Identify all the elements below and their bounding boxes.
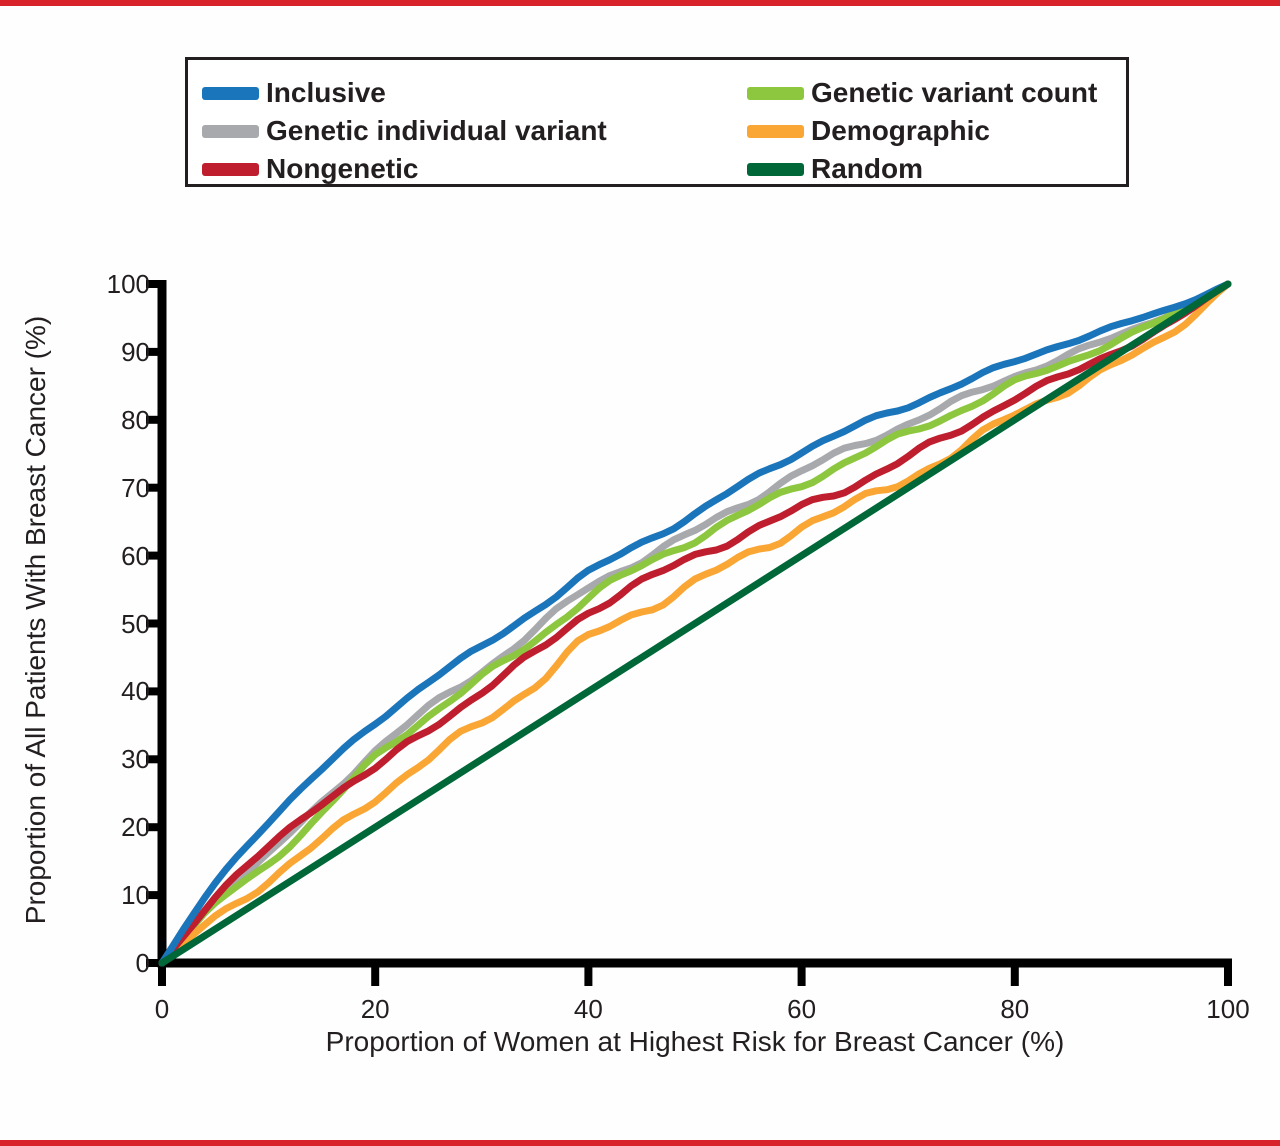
x-tick-label: 60	[787, 994, 817, 1024]
y-tick-label: 10	[121, 880, 150, 911]
legend-item-demographic: Demographic	[747, 116, 990, 146]
legend-swatch-nongenetic	[202, 162, 259, 176]
axes	[146, 280, 1232, 986]
y-tick-label: 100	[106, 269, 150, 299]
y-tick-label: 50	[121, 608, 150, 639]
legend-swatch-genetic-individual-variant	[202, 124, 259, 138]
legend-label: Inclusive	[266, 77, 386, 108]
y-tick-label: 70	[121, 472, 150, 503]
legend-swatch-inclusive	[202, 86, 259, 100]
curves	[158, 280, 1232, 967]
legend-item-genetic-variant-count: Genetic variant count	[747, 78, 1097, 108]
x-tick-label: 0	[154, 994, 170, 1024]
legend-item-inclusive: Inclusive	[202, 78, 386, 108]
y-axis-title: Proportion of All Patients With Breast C…	[20, 315, 51, 925]
curve-random	[158, 280, 1232, 967]
curve-nongenetic	[158, 280, 1232, 967]
legend-label: Demographic	[811, 115, 990, 146]
legend-swatch-demographic	[747, 124, 804, 138]
x-tick-label: 100	[1206, 994, 1250, 1024]
legend-label: Genetic variant count	[811, 77, 1098, 108]
legend-swatch-random	[747, 162, 804, 176]
y-tick-label: 40	[121, 676, 150, 707]
chart-legend: Inclusive Genetic individual variant Non…	[185, 57, 1129, 187]
x-tick-label: 40	[573, 994, 603, 1024]
y-tick-label: 0	[135, 948, 150, 978]
legend-label: Genetic individual variant	[266, 115, 607, 146]
curve-inclusive	[158, 280, 1232, 967]
y-tick-label: 80	[121, 404, 150, 435]
x-tick-label: 80	[1000, 994, 1030, 1024]
bottom-red-rule	[0, 1140, 1280, 1146]
legend-label: Random	[811, 153, 923, 184]
legend-item-random: Random	[747, 154, 923, 184]
y-tick-label: 20	[121, 812, 150, 843]
legend-swatch-genetic-variant-count	[747, 86, 804, 100]
y-tick-label: 30	[121, 744, 150, 775]
x-axis-title: Proportion of Women at Highest Risk for …	[325, 1026, 1065, 1057]
legend-label: Nongenetic	[266, 153, 419, 184]
top-red-rule	[0, 0, 1280, 6]
legend-item-genetic-individual-variant: Genetic individual variant	[202, 116, 607, 146]
legend-item-nongenetic: Nongenetic	[202, 154, 418, 184]
x-tick-label: 20	[360, 994, 390, 1024]
y-tick-label: 60	[121, 540, 150, 571]
y-tick-label: 90	[121, 336, 150, 367]
